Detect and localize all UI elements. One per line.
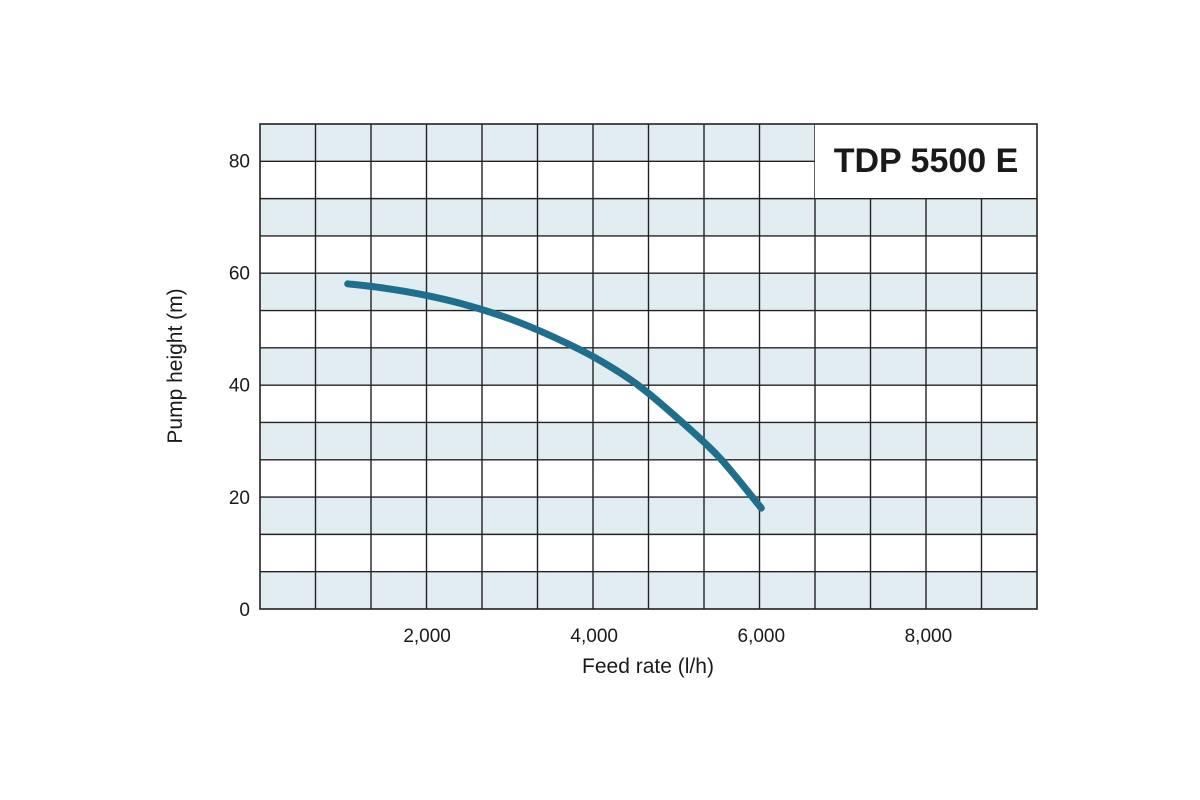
x-tick-label: 8,000	[905, 626, 953, 647]
x-tick-label: 2,000	[403, 626, 451, 647]
x-axis-title: Feed rate (l/h)	[582, 655, 714, 678]
x-tick-labels: 2,000 4,000 6,000 8,000	[403, 626, 952, 647]
y-tick-labels: 0 20 40 60 80	[229, 151, 250, 621]
y-tick-label: 40	[229, 376, 250, 397]
y-tick-label: 60	[229, 264, 250, 285]
grid-lines	[260, 124, 1037, 609]
y-tick-label: 20	[229, 488, 250, 509]
title-box	[815, 124, 1037, 198]
series-layer	[344, 280, 765, 512]
y-tick-label: 0	[239, 600, 250, 621]
plot-frame	[259, 123, 1038, 610]
series-line	[344, 280, 765, 512]
y-tick-label: 80	[229, 151, 250, 172]
x-tick-label: 6,000	[738, 626, 786, 647]
x-tick-label: 4,000	[570, 626, 618, 647]
y-axis-title: Pump height (m)	[164, 288, 187, 443]
chart-title: TDP 5500 E	[834, 142, 1019, 180]
